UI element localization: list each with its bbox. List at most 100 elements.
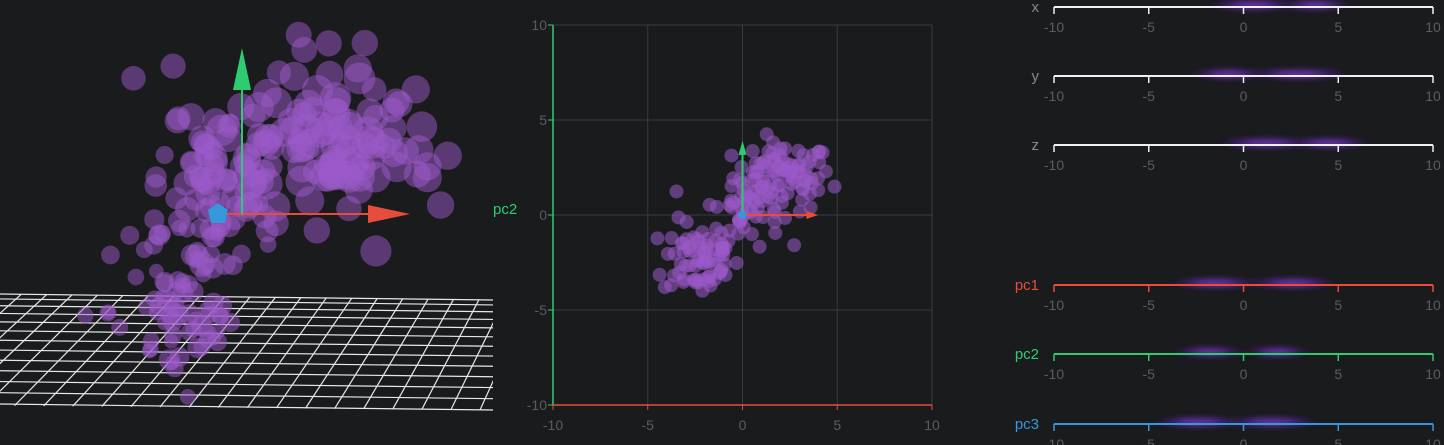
track-tick-label: 5 <box>1334 157 1342 173</box>
3d-point <box>315 30 342 57</box>
track-tick-label: -5 <box>1143 366 1156 382</box>
track-tick-label: 0 <box>1240 366 1248 382</box>
track-tick-label: 5 <box>1334 88 1342 104</box>
grid-row-line <box>0 403 493 411</box>
track-tick-label: -10 <box>1044 88 1064 104</box>
grid-row-line <box>0 380 493 389</box>
track-label: pc1 <box>1015 277 1039 294</box>
track-y: -10 -5 0 5 10 y <box>1032 68 1441 104</box>
3d-canvas[interactable] <box>0 0 493 445</box>
3d-point <box>287 153 317 183</box>
scatter-point <box>671 210 686 225</box>
scatter-point <box>781 157 796 172</box>
track-tick-label: 0 <box>1240 436 1248 445</box>
3d-scatter-view[interactable] <box>0 0 493 445</box>
3d-point <box>315 60 344 89</box>
pc2-arrow-icon <box>738 140 747 155</box>
grid-row-line <box>0 349 493 357</box>
3d-point <box>164 108 190 134</box>
grid-col-line <box>43 295 149 407</box>
scatter-point <box>731 226 746 241</box>
3d-point <box>313 153 336 176</box>
scatter-point <box>763 178 778 193</box>
3d-point <box>174 197 200 222</box>
3d-point <box>247 123 272 148</box>
density-blobs <box>1160 417 1312 427</box>
grid-col-line <box>0 294 22 315</box>
track-tick-label: 0 <box>1240 19 1248 35</box>
grid-col-line <box>0 294 47 339</box>
pc1-arrow-icon <box>368 205 410 223</box>
3d-point <box>217 170 238 191</box>
pc2-arrow-icon <box>233 48 251 90</box>
3d-point <box>360 235 392 267</box>
track-tick-label: -10 <box>1044 157 1064 173</box>
scatter-point <box>764 191 779 206</box>
3d-point <box>101 245 120 265</box>
3d-point <box>266 60 291 85</box>
track-tick-label: 10 <box>1425 88 1441 104</box>
grid-col-line <box>188 296 276 408</box>
scatter-point <box>679 232 694 247</box>
grid-col-line <box>246 297 327 409</box>
scatter-point <box>827 179 842 194</box>
scatter-point <box>752 239 767 254</box>
scatter-point <box>715 243 730 258</box>
scatter-point <box>709 221 724 236</box>
2d-scatter-chart[interactable]: pc2 -10 10 -5 5 0 0 5 -5 10 -10 <box>493 0 953 445</box>
grid-col-line <box>217 297 302 408</box>
3d-point <box>238 159 257 179</box>
3d-point <box>259 236 277 253</box>
3d-point <box>164 355 180 371</box>
3d-point <box>160 306 179 324</box>
scatter-point <box>796 148 811 163</box>
track-pc3: -10 -5 0 5 10 pc3 <box>1015 416 1441 445</box>
3d-point <box>413 152 442 181</box>
grid-col-line <box>275 297 353 409</box>
y-axis-label: pc2 <box>493 201 517 218</box>
3d-point <box>198 301 216 319</box>
scatter-point <box>778 210 793 225</box>
2d-scatter-canvas[interactable]: pc2 -10 10 -5 5 0 0 5 -5 10 -10 <box>493 0 953 445</box>
grid-col-line <box>421 299 480 410</box>
track-label: x <box>1032 0 1040 16</box>
3d-point <box>336 195 362 222</box>
track-tick-label: 10 <box>1425 366 1441 382</box>
scatter-point <box>787 238 802 253</box>
track-tick-label: 10 <box>1425 297 1441 313</box>
3d-point <box>127 268 145 286</box>
track-tick-label: 10 <box>1425 19 1441 35</box>
3d-point <box>201 138 223 161</box>
scatter-point <box>724 193 739 208</box>
3d-point <box>306 111 333 138</box>
track-tick-label: 5 <box>1334 19 1342 35</box>
3d-point <box>253 78 282 108</box>
3d-point <box>190 218 210 238</box>
3d-point <box>144 174 168 197</box>
density-blobs <box>1226 138 1364 148</box>
x-tick-label: -10 <box>543 417 563 433</box>
3d-point <box>137 298 156 316</box>
y-tick-label: 5 <box>539 112 547 128</box>
3d-point <box>142 343 157 359</box>
3d-point <box>179 388 196 405</box>
3d-point <box>285 21 312 48</box>
3d-point <box>193 338 211 356</box>
3d-point <box>234 181 256 203</box>
3d-point <box>202 108 229 134</box>
3d-point <box>111 318 129 336</box>
track-tick-label: -5 <box>1143 19 1156 35</box>
track-label: y <box>1032 68 1040 85</box>
x-tick-label: 10 <box>924 417 940 433</box>
scatter-point <box>741 190 756 205</box>
3d-point <box>355 124 385 155</box>
y-tick-label: 10 <box>531 17 547 33</box>
scatter-point <box>745 144 760 159</box>
y-tick-label: -5 <box>535 302 548 318</box>
scatter-point <box>709 199 724 214</box>
scatter-point <box>768 225 783 240</box>
3d-point <box>426 191 455 219</box>
3d-point <box>187 241 207 261</box>
3d-point <box>380 139 408 168</box>
1d-projections: -10 -5 0 5 10 x -10 -5 0 5 10 y -10 -5 0 5 10 z -10 -5 0 5 10 p… <box>1000 0 1444 445</box>
